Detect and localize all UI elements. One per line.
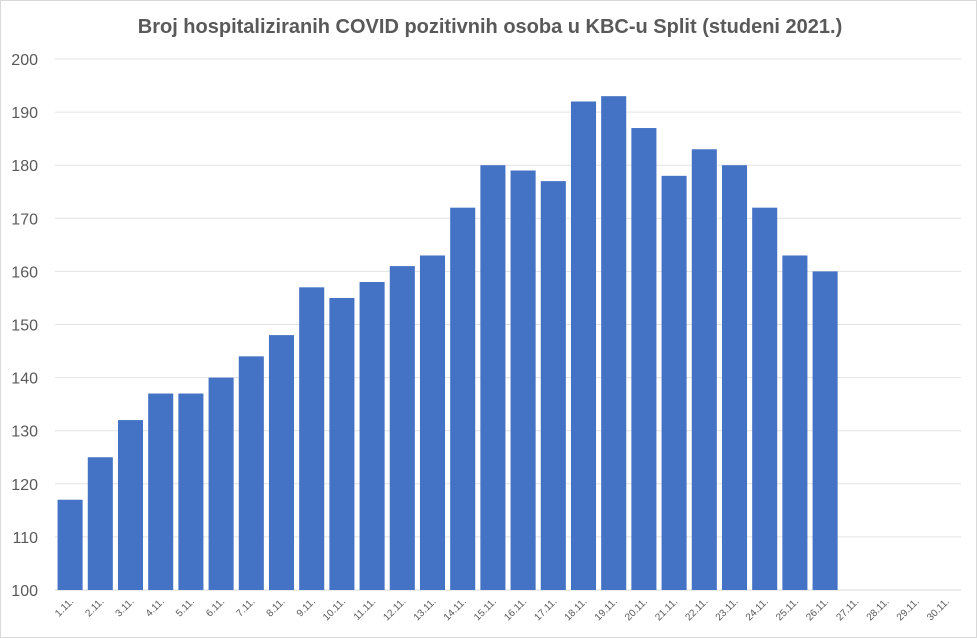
bar-26.11. [812,271,838,590]
x-tick-label: 12.11. [382,596,409,623]
bar-7.11. [238,356,264,590]
bar-22.11. [691,149,717,590]
x-tick-label: 3.11. [114,596,137,619]
x-tick-label: 11.11. [352,596,378,622]
x-tick-label: 18.11. [563,596,590,623]
y-tick-label: 100 [11,583,38,600]
x-tick-label: 1.11. [53,596,76,619]
bar-4.11. [148,393,174,590]
bar-5.11. [178,393,204,590]
bar-8.11. [268,335,295,590]
bar-9.11. [299,287,325,590]
x-tick-label: 21.11. [653,596,680,623]
y-tick-label: 170 [11,211,38,228]
bar-6.11. [208,377,234,590]
bar-18.11. [570,101,597,590]
y-tick-label: 140 [11,371,38,388]
x-tick-label: 25.11. [774,596,801,623]
x-tick-label: 16.11. [502,596,529,623]
x-tick-label: 20.11. [623,596,650,623]
x-tick-label: 10.11. [321,596,348,623]
bar-25.11. [782,255,808,590]
x-tick-label: 17.11. [533,596,560,623]
bar-1.11. [57,499,83,590]
y-axis: 100 110 120 130 140 150 160 170 180 190 200 [11,52,38,600]
x-tick-label: 2.11. [83,596,106,619]
x-tick-label: 26.11. [804,596,831,623]
bar-15.11. [480,165,506,590]
bar-10.11. [329,297,355,590]
x-tick-label: 14.11. [442,596,469,623]
bar-24.11. [752,207,778,590]
x-tick-label: 9.11. [295,596,318,619]
bar-20.11. [631,128,657,590]
x-tick-label: 23.11. [714,596,741,623]
y-tick-label: 130 [11,424,38,441]
x-tick-label: 24.11. [744,596,771,623]
x-tick-label: 4.11. [144,596,167,619]
bars [57,96,838,591]
x-tick-label: 19.11. [593,596,620,623]
bar-13.11. [419,255,446,590]
gridlines [55,58,961,591]
x-tick-label: 6.11. [204,596,227,619]
y-tick-label: 160 [11,264,38,281]
x-axis: 1.11. 2.11. 3.11. 4.11. 5.11. 6.11. 7.11. 8.11.… [53,596,952,623]
x-tick-label: 28.11. [865,596,892,623]
bar-17.11. [540,181,566,590]
x-tick-label: 5.11. [174,596,197,619]
bar-21.11. [661,175,687,590]
bar-14.11. [450,207,476,590]
bar-11.11. [359,282,385,590]
y-tick-label: 120 [11,477,38,494]
bar-19.11. [601,96,627,591]
y-tick-label: 110 [12,530,38,547]
chart-title: Broj hospitaliziranih COVID pozitivnih o… [138,16,842,38]
y-tick-label: 150 [11,318,38,335]
x-tick-label: 8.11. [265,596,288,619]
y-tick-label: 200 [11,52,38,69]
x-tick-label: 15.11. [472,596,499,623]
x-tick-label: 29.11. [895,596,922,623]
bar-2.11. [87,457,113,590]
bar-12.11. [389,266,415,590]
x-tick-label: 13.11. [412,596,439,623]
x-tick-label: 7.11. [234,596,257,619]
bar-3.11. [117,420,144,590]
bar-23.11. [721,165,748,590]
x-tick-label: 27.11. [835,596,862,623]
y-tick-label: 190 [11,105,38,122]
x-tick-label: 22.11. [684,596,711,623]
x-tick-label: 30.11. [925,596,952,623]
y-tick-label: 180 [11,158,38,175]
bar-16.11. [510,170,536,590]
